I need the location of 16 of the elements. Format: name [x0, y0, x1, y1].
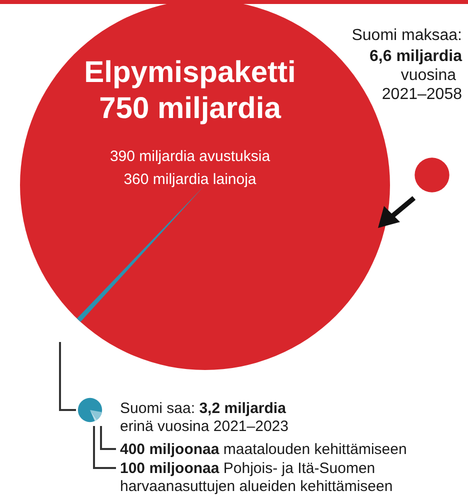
- text: Pohjois- ja Itä-Suomen: [219, 460, 376, 477]
- text: Suomi maksaa:: [352, 27, 462, 44]
- text: vuosina: [400, 67, 456, 84]
- text: Suomi saa:: [120, 400, 196, 417]
- text: erinä vuosina 2021–2023: [120, 418, 288, 435]
- data-label: 6,6 miljardia: [370, 48, 462, 65]
- text: 2021–2058: [382, 86, 462, 103]
- data-label: 750 miljardia: [99, 92, 282, 125]
- text: harvaanasuttujen alueiden kehittämiseen: [120, 478, 393, 495]
- data-label: 3,2 miljardia: [195, 400, 287, 417]
- data-label: 100 miljoonaa: [120, 460, 220, 477]
- text: Elpymispaketti: [84, 56, 296, 89]
- text: maatalouden kehittämiseen: [219, 441, 407, 458]
- data-label: 400 miljoonaa: [120, 441, 220, 458]
- text: 390 miljardia avustuksia: [110, 148, 271, 165]
- text: 360 miljardia lainoja: [124, 171, 257, 188]
